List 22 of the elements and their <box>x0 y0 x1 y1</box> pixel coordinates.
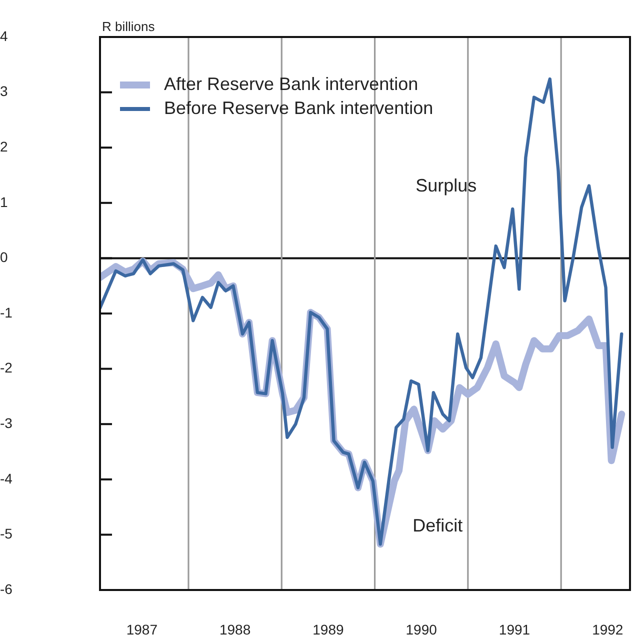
y-tick-label: 0 <box>0 249 8 266</box>
y-tick-label: -6 <box>0 580 13 597</box>
y-tick-label: -1 <box>0 304 13 320</box>
x-tick-label: 1989 <box>312 621 344 638</box>
annotation: Deficit <box>412 515 463 536</box>
y-tick-label: 4 <box>0 28 8 44</box>
y-tick-label: -5 <box>0 526 13 542</box>
x-tick-label: 1990 <box>406 621 438 638</box>
y-tick-label: -2 <box>0 360 13 376</box>
annotation: Surplus <box>416 175 477 196</box>
legend-label: Before Reserve Bank intervention <box>164 98 434 118</box>
x-tick-label: 1987 <box>126 621 158 638</box>
y-tick-label: 2 <box>0 138 8 154</box>
legend-label: After Reserve Bank intervention <box>164 74 418 94</box>
x-tick-label: 1991 <box>498 621 530 638</box>
y-axis-title: R billions <box>102 19 156 34</box>
y-tick-label: 3 <box>0 83 8 100</box>
x-tick-label: 1992 <box>592 621 624 638</box>
y-tick-label: 1 <box>0 194 8 210</box>
y-tick-label: -4 <box>0 470 13 486</box>
x-tick-label: 1988 <box>219 621 251 638</box>
y-tick-label: -3 <box>0 414 13 431</box>
